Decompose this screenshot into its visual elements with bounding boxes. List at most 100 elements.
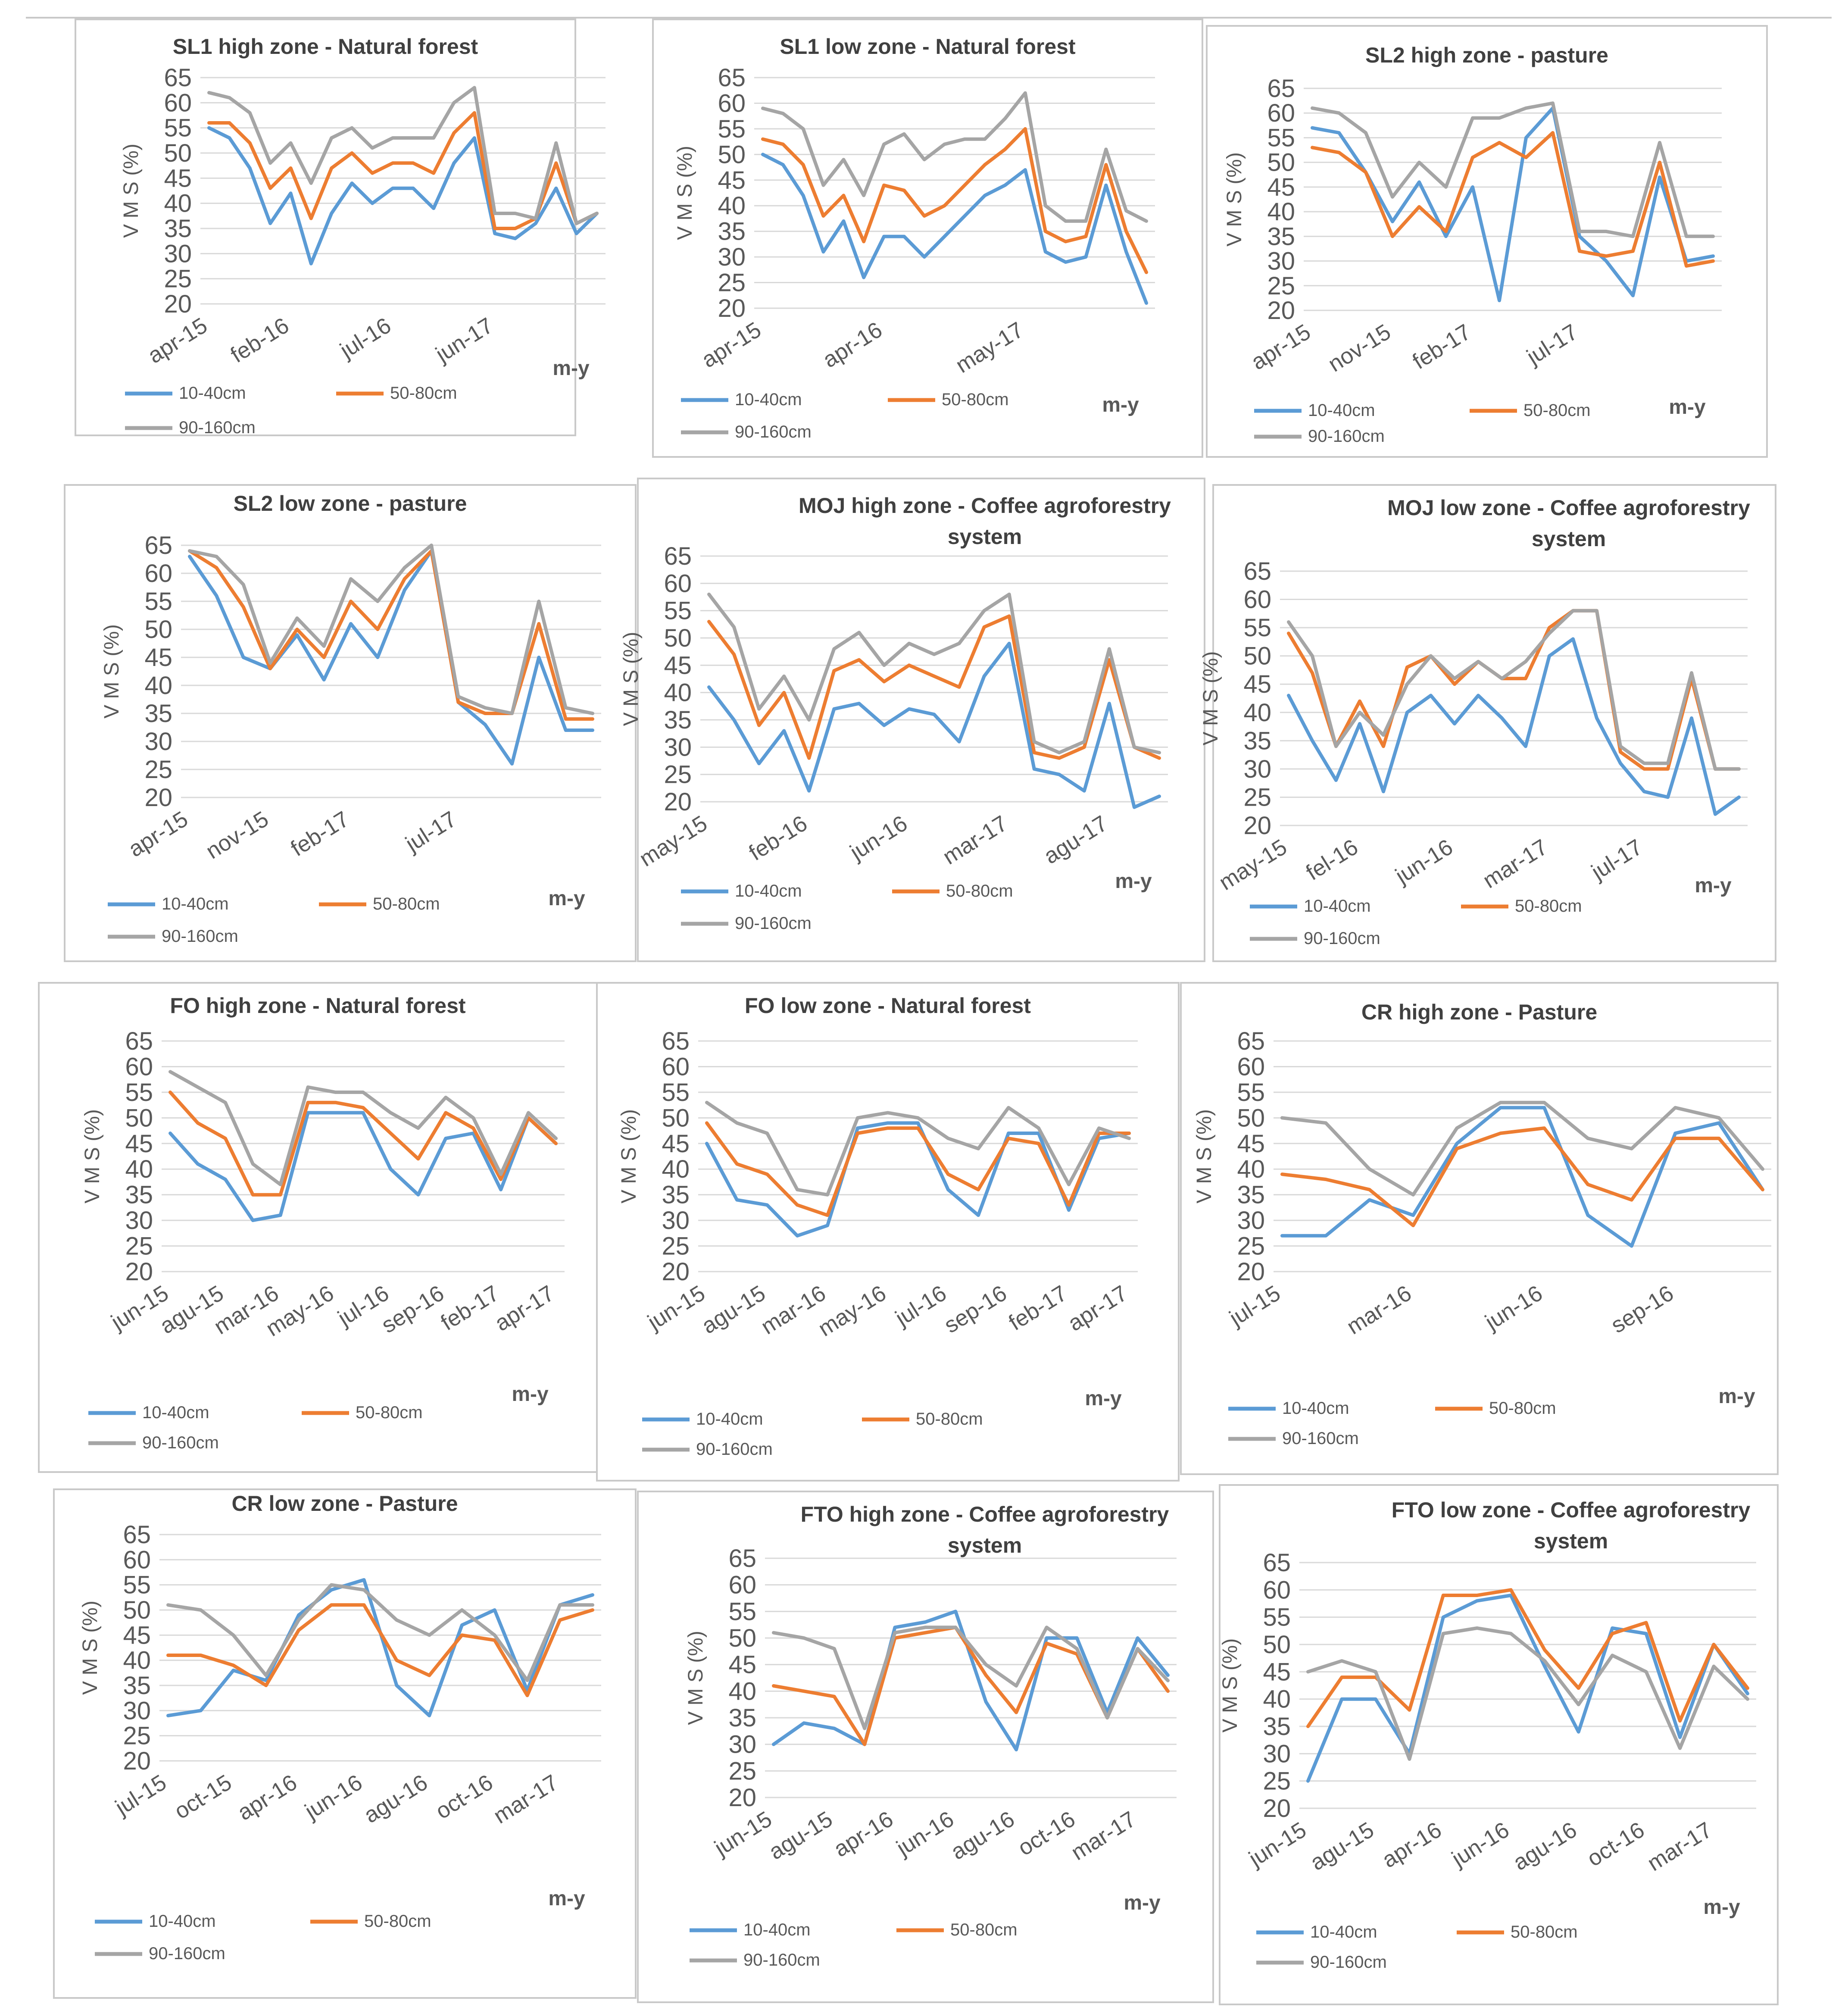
legend-label: 90-160cm bbox=[179, 418, 256, 437]
y-tick-label: 45 bbox=[664, 651, 692, 679]
chart-frame bbox=[652, 19, 1203, 458]
y-tick-label: 55 bbox=[1243, 614, 1271, 642]
series-line-10-40cm bbox=[707, 641, 1161, 809]
series-line-10-40cm bbox=[772, 1610, 1170, 1751]
y-tick-label: 40 bbox=[164, 190, 192, 218]
y-tick-label: 50 bbox=[1243, 642, 1271, 670]
series-line-90-160cm bbox=[1287, 609, 1741, 771]
legend-label: 10-40cm bbox=[179, 384, 246, 403]
y-tick-label: 30 bbox=[164, 240, 192, 268]
legend-label: 50-80cm bbox=[1515, 897, 1582, 916]
y-tick-label: 30 bbox=[1243, 755, 1271, 783]
chart-panel-9: CR high zone - Pasture 656055504540353025… bbox=[1180, 982, 1779, 1475]
y-tick-label: 50 bbox=[1267, 149, 1295, 177]
chart-title: system bbox=[1532, 527, 1606, 551]
legend-label: 10-40cm bbox=[735, 882, 802, 900]
legend-label: 50-80cm bbox=[942, 390, 1009, 409]
y-tick-label: 50 bbox=[664, 624, 692, 652]
chart-frame bbox=[596, 982, 1180, 1482]
y-tick-label: 60 bbox=[718, 89, 746, 117]
y-tick-label: 65 bbox=[1263, 1549, 1291, 1577]
y-tick-label: 50 bbox=[1237, 1104, 1265, 1132]
chart-panel-1: SL1 high zone - Natural forest 6560555045… bbox=[75, 19, 606, 437]
x-axis-label: m-y bbox=[1115, 870, 1152, 893]
chart-frame bbox=[1180, 982, 1779, 1475]
x-axis-label: m-y bbox=[1718, 1385, 1755, 1408]
series-line-10-40cm bbox=[207, 126, 599, 266]
y-tick-label: 50 bbox=[144, 616, 172, 644]
chart-frame bbox=[53, 1488, 637, 1999]
legend-label: 90-160cm bbox=[743, 1951, 820, 1969]
y-tick-label: 50 bbox=[718, 141, 746, 169]
y-tick-label: 40 bbox=[662, 1155, 690, 1183]
legend-label: 90-160cm bbox=[149, 1944, 225, 1963]
series-line-50-80cm bbox=[166, 1603, 594, 1698]
x-axis-label: m-y bbox=[1703, 1896, 1740, 1919]
legend-label: 50-80cm bbox=[373, 894, 440, 913]
y-tick-label: 20 bbox=[662, 1258, 690, 1286]
chart-panel-10: CR low zone - Pasture 6560555045403530252… bbox=[53, 1488, 637, 1999]
y-tick-label: 55 bbox=[718, 115, 746, 143]
chart-title: system bbox=[948, 1533, 1022, 1557]
y-axis-label: V M S (%) bbox=[1199, 651, 1222, 746]
y-tick-label: 45 bbox=[1267, 173, 1295, 201]
chart-frame bbox=[1219, 1484, 1779, 2005]
y-tick-label: 45 bbox=[164, 164, 192, 192]
y-tick-label: 65 bbox=[728, 1544, 756, 1572]
y-axis-label: V M S (%) bbox=[1223, 152, 1246, 247]
y-tick-label: 50 bbox=[164, 139, 192, 167]
series-line-90-160cm bbox=[188, 544, 594, 715]
chart-panel-12: FTO low zone - Coffee agroforestry system… bbox=[1219, 1484, 1779, 2005]
series-line-10-40cm bbox=[169, 1111, 558, 1222]
chart-title: MOJ high zone - Coffee agroforestry bbox=[799, 494, 1171, 518]
y-tick-label: 35 bbox=[125, 1181, 153, 1209]
y-tick-label: 40 bbox=[1237, 1155, 1265, 1183]
x-axis-label: m-y bbox=[512, 1383, 549, 1406]
y-tick-label: 60 bbox=[144, 560, 172, 588]
y-tick-label: 25 bbox=[662, 1232, 690, 1260]
series-line-50-80cm bbox=[207, 111, 599, 230]
y-tick-label: 50 bbox=[1263, 1631, 1291, 1659]
chart-title: FO low zone - Natural forest bbox=[745, 994, 1031, 1018]
chart-title: CR high zone - Pasture bbox=[1361, 1000, 1597, 1024]
y-tick-label: 35 bbox=[123, 1672, 151, 1700]
y-tick-label: 60 bbox=[164, 89, 192, 117]
y-axis-label: V M S (%) bbox=[79, 1601, 102, 1695]
y-tick-label: 25 bbox=[125, 1232, 153, 1260]
chart-panel-3: SL2 high zone - pasture65605550454035302… bbox=[1206, 25, 1768, 458]
series-line-90-160cm bbox=[772, 1626, 1170, 1730]
y-tick-label: 65 bbox=[718, 64, 746, 92]
chart-title: SL1 low zone - Natural forest bbox=[780, 34, 1076, 59]
y-tick-label: 20 bbox=[164, 290, 192, 318]
y-tick-label: 20 bbox=[1237, 1258, 1265, 1286]
y-tick-label: 20 bbox=[123, 1747, 151, 1775]
y-tick-label: 65 bbox=[1267, 75, 1295, 103]
series-line-90-160cm bbox=[1306, 1626, 1749, 1761]
chart-title: system bbox=[948, 525, 1022, 549]
chart-title: SL2 low zone - pasture bbox=[234, 491, 467, 516]
legend-label: 10-40cm bbox=[735, 390, 802, 409]
y-tick-label: 25 bbox=[728, 1757, 756, 1785]
chart-title: FTO high zone - Coffee agroforestry bbox=[801, 1502, 1169, 1526]
series-line-90-160cm bbox=[166, 1583, 594, 1682]
y-tick-label: 60 bbox=[1243, 586, 1271, 614]
y-tick-label: 40 bbox=[664, 679, 692, 707]
series-line-10-40cm bbox=[1287, 637, 1741, 816]
series-line-10-40cm bbox=[761, 153, 1148, 305]
y-axis-label: V M S (%) bbox=[1193, 1109, 1216, 1204]
x-axis-label: m-y bbox=[548, 1887, 585, 1910]
y-tick-label: 65 bbox=[123, 1521, 151, 1549]
chart-panel-2: SL1 low zone - Natural forest 65605550454… bbox=[652, 19, 1203, 458]
series-line-10-40cm bbox=[1306, 1594, 1749, 1783]
y-tick-label: 35 bbox=[144, 700, 172, 728]
y-tick-label: 30 bbox=[1267, 247, 1295, 275]
y-tick-label: 55 bbox=[1237, 1079, 1265, 1107]
y-tick-label: 20 bbox=[1243, 812, 1271, 840]
legend-label: 50-80cm bbox=[946, 882, 1013, 900]
y-tick-label: 55 bbox=[1267, 124, 1295, 152]
y-tick-label: 65 bbox=[1237, 1027, 1265, 1055]
legend-label: 10-40cm bbox=[1310, 1923, 1377, 1941]
y-tick-label: 25 bbox=[1243, 783, 1271, 811]
legend-label: 50-80cm bbox=[364, 1912, 431, 1931]
series-line-90-160cm bbox=[1311, 101, 1715, 238]
